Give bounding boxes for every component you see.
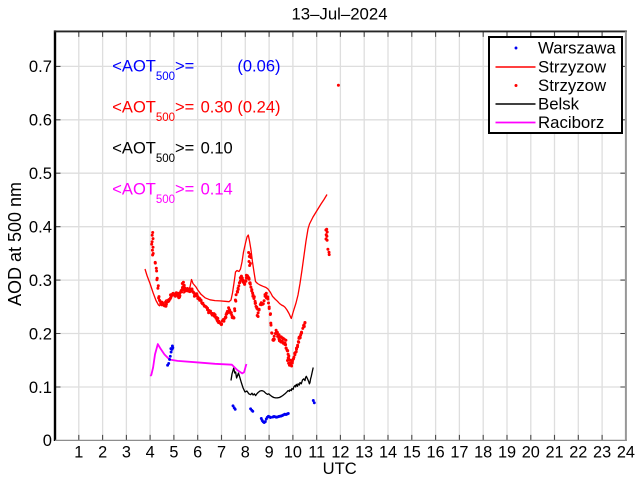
svg-text:0.5: 0.5 [29, 164, 52, 183]
svg-text:UTC: UTC [323, 459, 357, 478]
svg-text:12: 12 [331, 443, 349, 461]
svg-text:18: 18 [474, 443, 492, 461]
svg-text:0.7: 0.7 [29, 57, 52, 76]
svg-text:(0.24): (0.24) [237, 98, 280, 116]
svg-text:Strzyzow: Strzyzow [538, 58, 607, 77]
svg-text:24: 24 [617, 443, 635, 461]
svg-text:6: 6 [193, 443, 202, 461]
svg-text:3: 3 [122, 443, 131, 461]
svg-text:0.4: 0.4 [29, 218, 52, 237]
svg-text:9: 9 [265, 443, 274, 461]
svg-text:Raciborz: Raciborz [538, 113, 604, 132]
svg-text:0.14: 0.14 [201, 180, 233, 198]
svg-text:7: 7 [217, 443, 226, 461]
svg-text:4: 4 [146, 443, 155, 461]
svg-text:10: 10 [284, 443, 302, 461]
svg-text:0.3: 0.3 [29, 271, 52, 290]
svg-text:0.2: 0.2 [29, 324, 52, 343]
svg-text:13: 13 [355, 443, 373, 461]
svg-text:0: 0 [43, 431, 52, 450]
svg-text:19: 19 [498, 443, 516, 461]
svg-text:11: 11 [308, 443, 325, 461]
svg-text:22: 22 [569, 443, 587, 461]
svg-text:0.10: 0.10 [201, 139, 233, 157]
svg-text:16: 16 [427, 443, 445, 461]
svg-text:1: 1 [74, 443, 83, 461]
svg-text:23: 23 [593, 443, 611, 461]
svg-text:2: 2 [98, 443, 107, 461]
svg-text:(0.06): (0.06) [237, 57, 280, 75]
svg-text:21: 21 [545, 443, 563, 461]
svg-text:0.30: 0.30 [201, 98, 233, 116]
svg-text:Strzyzow: Strzyzow [538, 76, 607, 95]
svg-text:15: 15 [403, 443, 421, 461]
svg-text:Warszawa: Warszawa [538, 39, 616, 58]
svg-text:0.1: 0.1 [29, 378, 52, 397]
svg-text:AOD at 500 nm: AOD at 500 nm [5, 182, 25, 306]
svg-text:5: 5 [169, 443, 178, 461]
svg-text:13–Jul–2024: 13–Jul–2024 [291, 5, 387, 24]
svg-text:14: 14 [379, 443, 397, 461]
svg-text:20: 20 [522, 443, 540, 461]
svg-text:Belsk: Belsk [538, 95, 580, 114]
svg-text:8: 8 [241, 443, 250, 461]
svg-text:0.6: 0.6 [29, 111, 52, 130]
svg-text:17: 17 [450, 443, 468, 461]
